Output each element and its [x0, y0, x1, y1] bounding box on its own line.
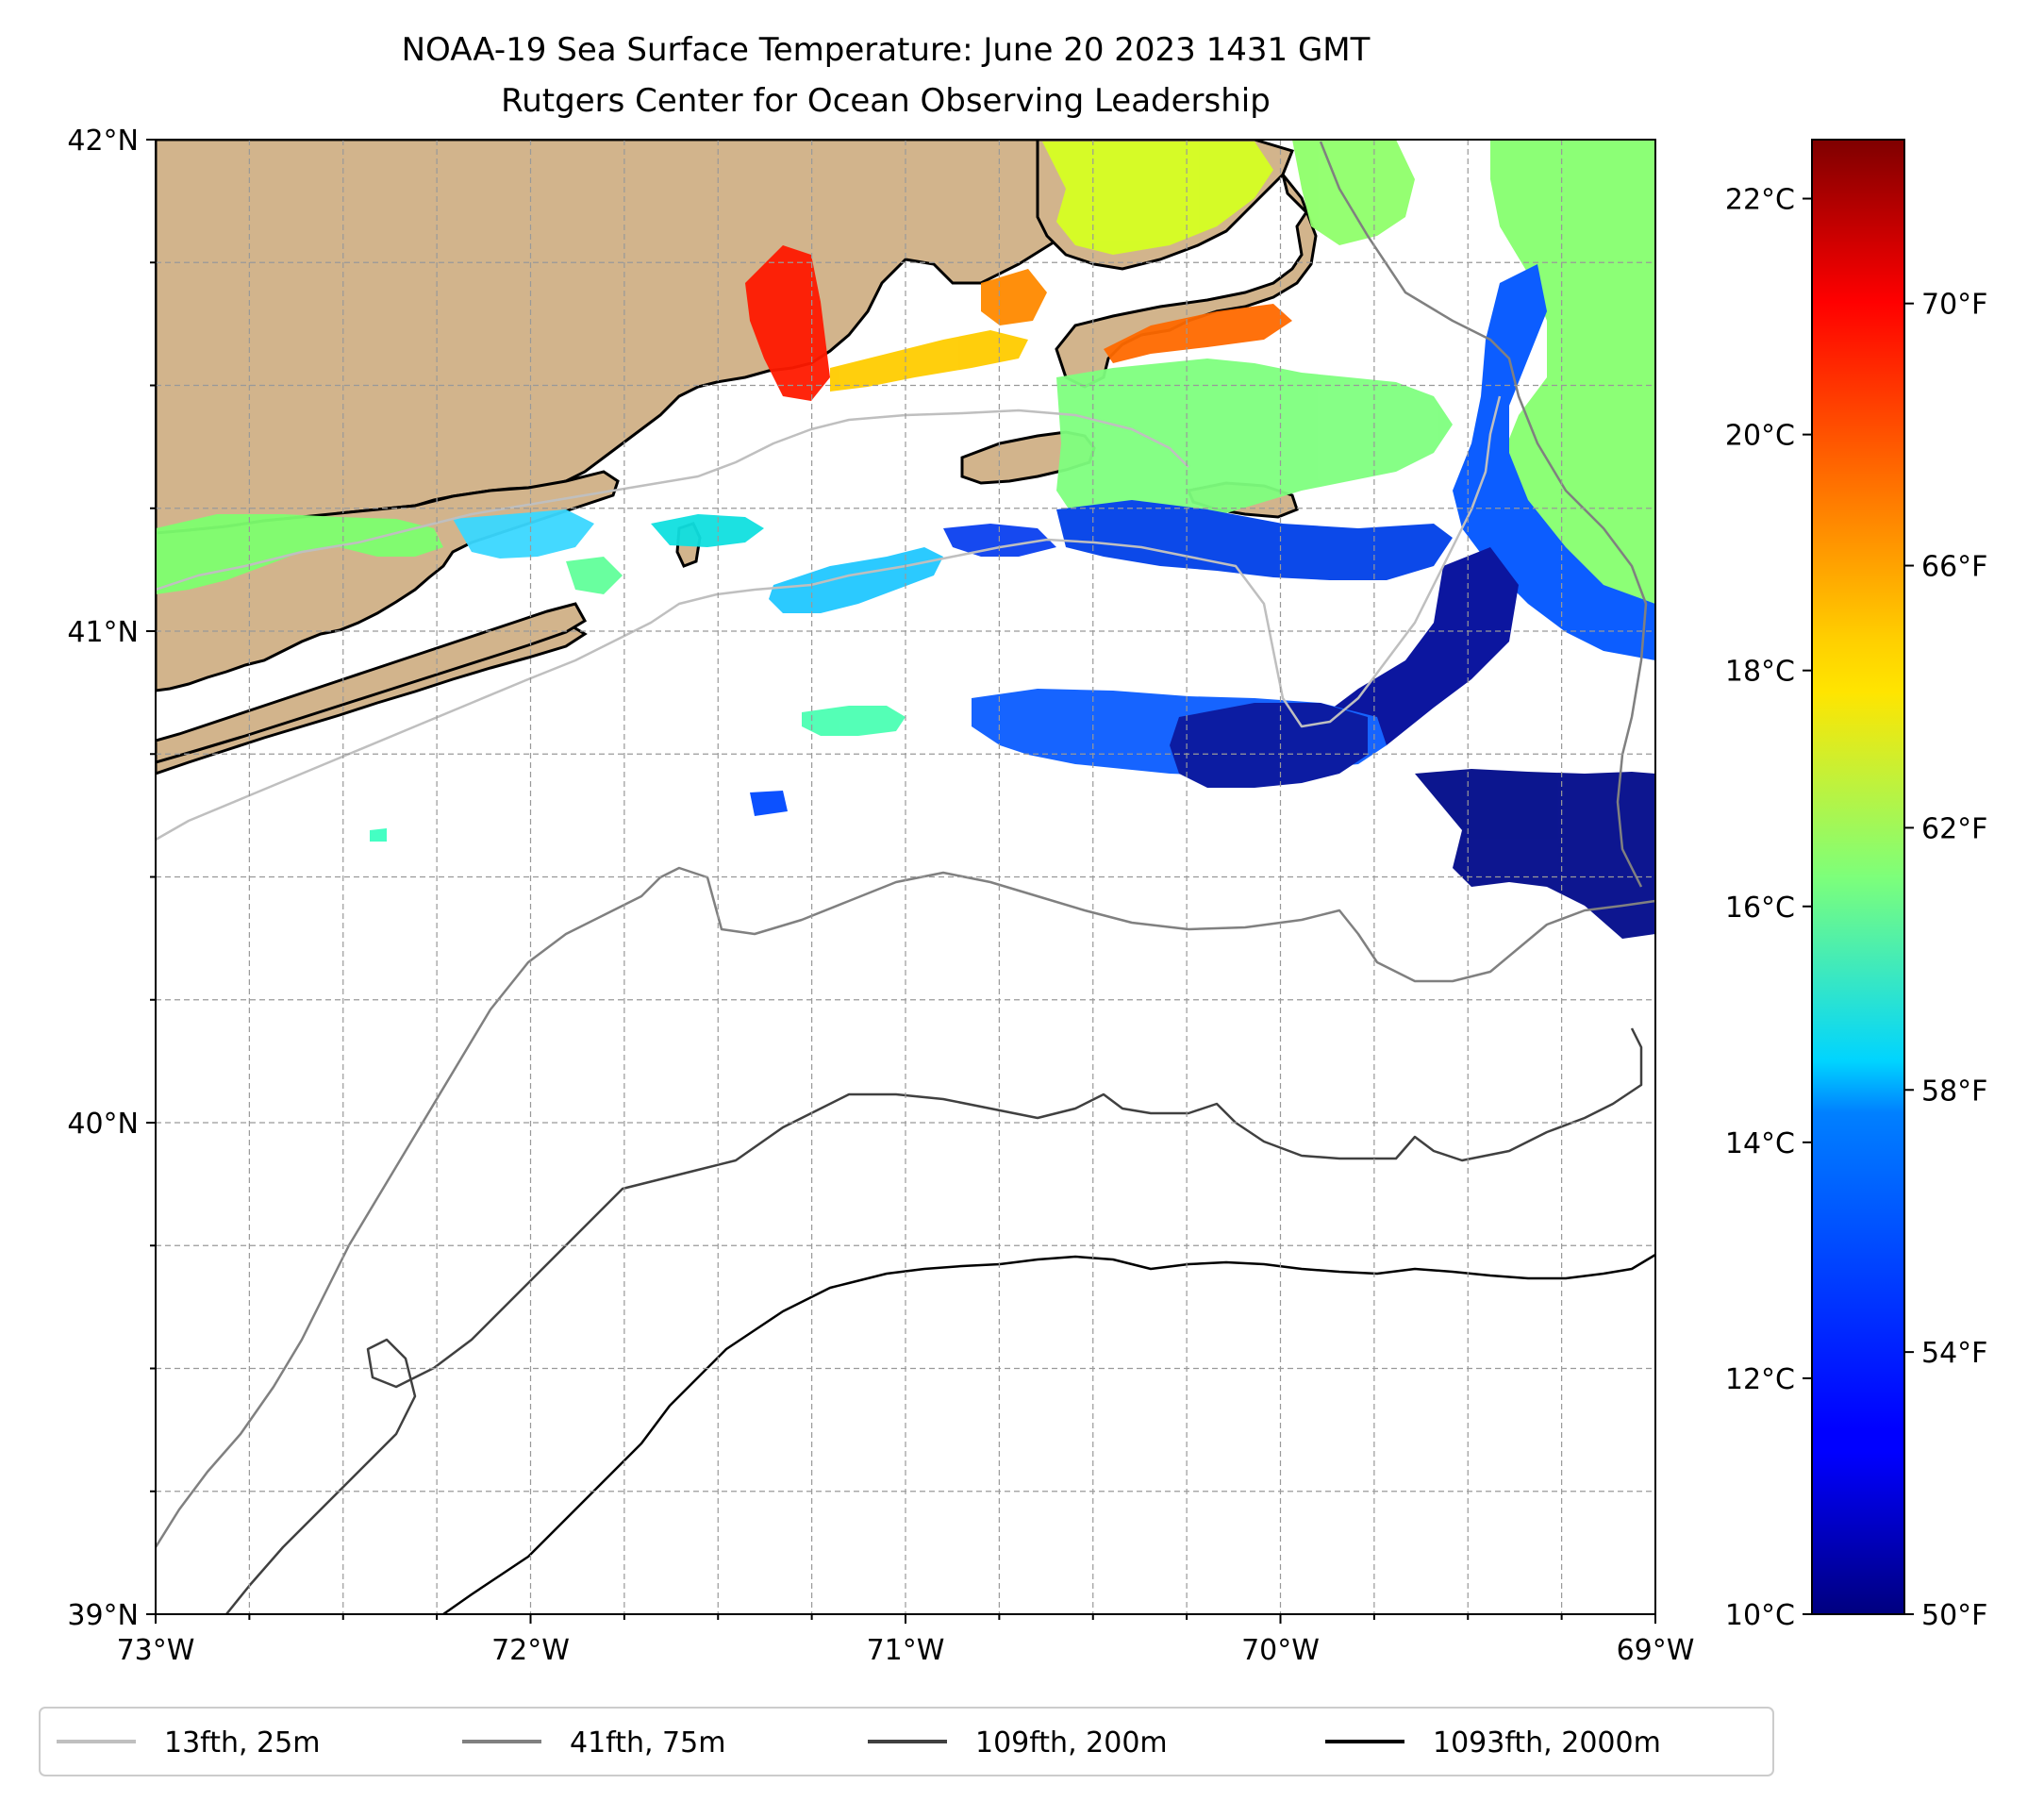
lon-tick-label: 71°W [867, 1634, 945, 1667]
lon-tick-label: 72°W [491, 1634, 570, 1667]
colorbar-celsius-label: 16°C [1725, 892, 1795, 925]
map-gridlines [156, 140, 1655, 1614]
longitude-axis: 73°W 72°W 71°W 70°W 69°W [117, 1614, 1695, 1667]
colorbar-fahrenheit-label: 66°F [1921, 551, 1987, 584]
colorbar-fahrenheit-axis: 50°F 54°F 58°F 62°F 66°F 70°F [1904, 289, 1987, 1632]
sst-patch-li-sound-mid [453, 509, 594, 559]
colorbar: 10°C 12°C 14°C 16°C 18°C 20°C 22°C 50°F 54°F 58°… [1725, 139, 1987, 1632]
sst-patch-small-cyan-sw [370, 828, 387, 842]
sst-patch-east-green [1056, 359, 1453, 533]
legend: 13fth, 25m 41fth, 75m 109fth, 200m 1093fth,… [39, 1707, 1774, 1776]
sst-patch-east-blue [1453, 264, 1655, 660]
sst-patch-gom-east [1490, 140, 1655, 613]
contour-75m-shoals [1319, 141, 1648, 888]
legend-label: 109fth, 200m [975, 1726, 1168, 1759]
sst-patch-block-island-sound [651, 514, 764, 547]
legend-label: 41fth, 75m [570, 1726, 725, 1759]
lat-tick-label: 39°N [67, 1599, 139, 1632]
colorbar-celsius-label: 18°C [1725, 656, 1795, 689]
legend-label: 1093fth, 2000m [1433, 1726, 1661, 1759]
colorbar-celsius-label: 14°C [1725, 1127, 1795, 1160]
contour-25m-inner [156, 409, 1189, 592]
lon-tick-label: 69°W [1617, 1634, 1695, 1667]
colorbar-fahrenheit-label: 58°F [1921, 1075, 1987, 1108]
colorbar-fahrenheit-label: 62°F [1921, 812, 1987, 845]
colorbar-gradient [1811, 139, 1905, 1615]
sst-patch-south-shoals-blue [1056, 500, 1453, 580]
lon-tick-label: 73°W [117, 1634, 195, 1667]
sst-patch-southeast-deep [1415, 769, 1655, 939]
contour-2000m [442, 1253, 1655, 1614]
latitude-axis: 42°N 41°N 40°N 39°N [67, 125, 156, 1632]
sst-patch-narragansett [745, 245, 830, 401]
lat-tick-label: 41°N [67, 616, 139, 649]
map-panel: 73°W 72°W 71°W 70°W 69°W 42°N 41°N 40°N 39°N [67, 125, 1694, 1667]
colorbar-celsius-label: 10°C [1725, 1599, 1795, 1632]
colorbar-celsius-axis: 10°C 12°C 14°C 16°C 18°C 20°C 22°C [1725, 184, 1812, 1632]
lat-tick-label: 42°N [67, 125, 139, 158]
sst-patch-gom-north [1292, 140, 1415, 245]
sst-patch-nantucket-sound [1104, 304, 1292, 363]
sst-patch-cape-cod-bay [1042, 142, 1273, 255]
lat-tick-label: 40°N [67, 1108, 139, 1141]
legend-label: 13fth, 25m [164, 1726, 320, 1759]
sst-patch-shoals-deep-blue [1302, 547, 1519, 764]
sst-patch-mid-small-blue [750, 791, 788, 816]
sst-patch-ct-coast-west [156, 514, 443, 594]
bathymetry-contours [156, 141, 1655, 1614]
colorbar-celsius-label: 22°C [1725, 184, 1795, 217]
contour-75m [156, 866, 1655, 1548]
title-line-2: Rutgers Center for Ocean Observing Leade… [501, 82, 1271, 120]
sst-patch-buzzards-bay [981, 269, 1047, 325]
title-line-1: NOAA-19 Sea Surface Temperature: June 20… [402, 31, 1371, 69]
contour-25m [156, 395, 1502, 842]
sst-patch-nant-west-blue [943, 524, 1056, 557]
colorbar-fahrenheit-label: 50°F [1921, 1599, 1987, 1632]
contour-200m [225, 1027, 1643, 1614]
colorbar-celsius-label: 20°C [1725, 420, 1795, 453]
sst-data-overlay [156, 140, 1655, 939]
lon-tick-label: 70°W [1241, 1634, 1320, 1667]
sst-patch-ri-coast [830, 330, 1028, 392]
colorbar-fahrenheit-label: 70°F [1921, 289, 1987, 322]
colorbar-celsius-label: 12°C [1725, 1363, 1795, 1396]
sst-patch-li-east [566, 557, 623, 594]
colorbar-fahrenheit-label: 54°F [1921, 1337, 1987, 1370]
sst-patch-mid-cyan [769, 547, 943, 613]
sst-patch-mid-green [802, 706, 906, 736]
